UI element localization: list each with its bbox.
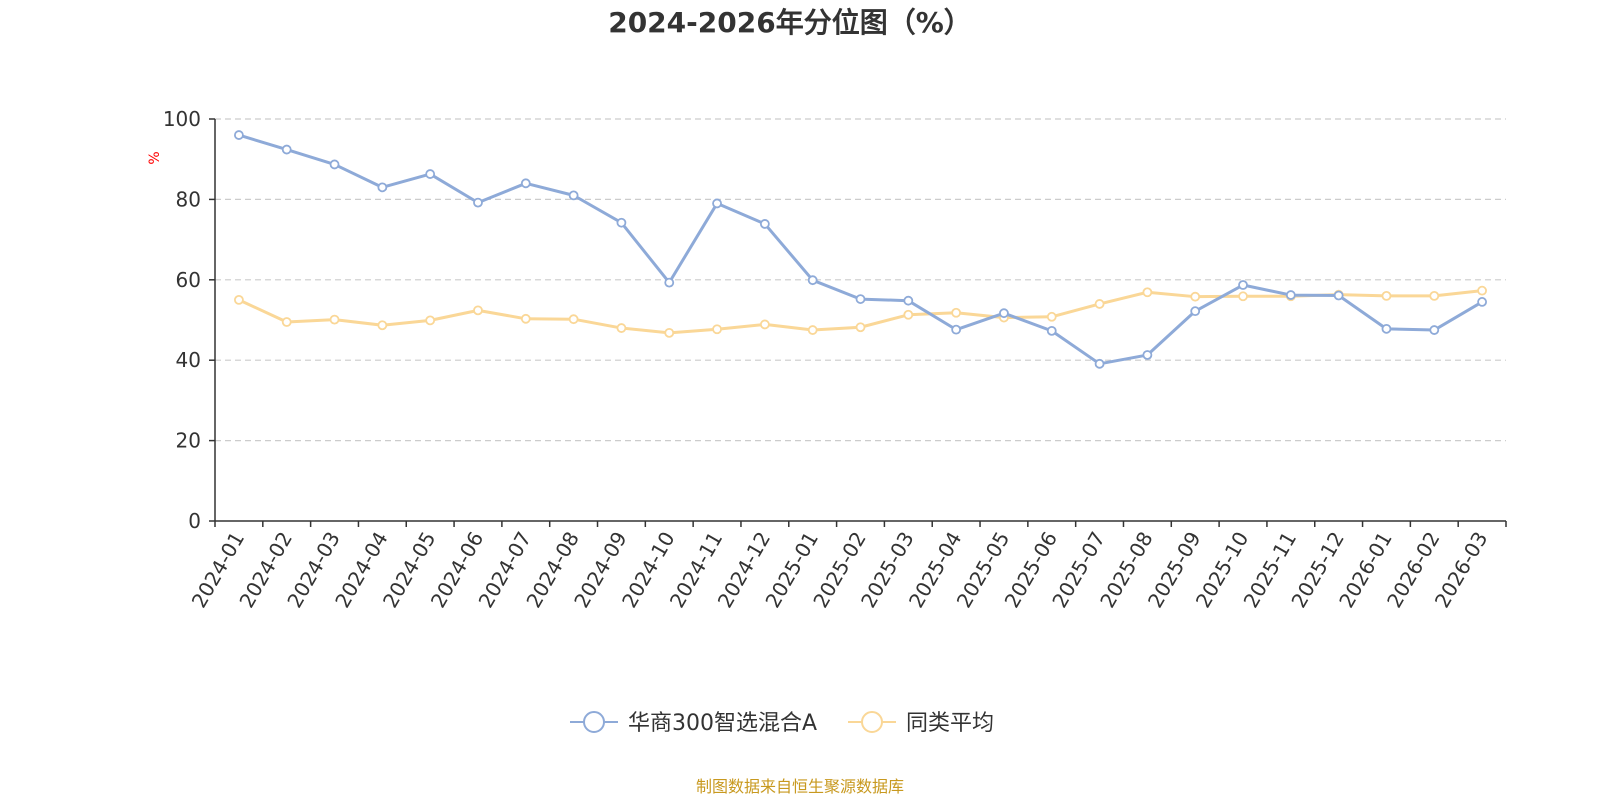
legend-marker-icon — [861, 711, 883, 733]
data-point — [664, 277, 675, 288]
data-point — [1429, 290, 1440, 301]
data-point — [855, 294, 866, 304]
data-point — [1190, 291, 1201, 302]
data-point — [234, 294, 244, 305]
data-point — [1142, 287, 1153, 298]
data-point — [1190, 306, 1201, 317]
y-tick-label: 20 — [176, 429, 201, 453]
data-point — [903, 309, 914, 320]
data-point — [759, 219, 770, 229]
data-point — [1094, 299, 1105, 309]
data-point — [281, 144, 292, 155]
y-tick-label: 100 — [163, 107, 201, 131]
data-point — [520, 313, 531, 324]
data-point — [616, 323, 627, 333]
data-point — [1142, 350, 1153, 360]
data-point — [1285, 290, 1296, 300]
legend-item-2[interactable]: 同类平均 — [848, 711, 994, 736]
data-point — [903, 295, 914, 306]
data-point — [329, 314, 340, 325]
source-note: 制图数据来自恒生聚源数据库 — [696, 777, 904, 796]
data-point — [1381, 323, 1392, 334]
data-point — [1046, 311, 1057, 322]
data-point — [712, 324, 722, 335]
data-point — [1238, 291, 1248, 302]
data-point — [281, 317, 292, 327]
data-point — [999, 308, 1009, 319]
series-2 — [234, 285, 1487, 338]
data-point — [951, 324, 962, 335]
data-point — [855, 322, 866, 333]
data-point — [807, 325, 818, 335]
series-layer — [234, 130, 1487, 369]
data-point — [568, 314, 579, 325]
data-point — [1046, 325, 1057, 336]
data-point — [807, 275, 818, 286]
data-point — [712, 198, 722, 209]
data-point — [425, 315, 436, 326]
data-point — [616, 217, 627, 228]
data-point — [1477, 297, 1487, 307]
y-tick-label: 80 — [176, 187, 201, 211]
legend-label: 华商300智选混合A — [628, 711, 817, 736]
data-point — [377, 182, 388, 193]
data-point — [520, 178, 531, 189]
data-point — [1381, 290, 1392, 301]
data-point — [664, 327, 675, 338]
data-point — [234, 130, 244, 140]
chart-title: 2024-2026年分位图（%） — [608, 6, 972, 39]
data-point — [759, 319, 770, 330]
legend-marker-icon — [583, 711, 605, 733]
legend: 华商300智选混合A 同类平均 — [570, 711, 994, 736]
gridlines — [215, 118, 1506, 442]
y-tick-label: 60 — [176, 268, 201, 292]
series-1 — [234, 130, 1487, 369]
data-point — [1429, 325, 1440, 335]
data-point — [377, 320, 388, 331]
data-point — [1333, 290, 1344, 301]
data-point — [1094, 358, 1105, 369]
data-point — [568, 190, 579, 201]
data-point — [329, 159, 340, 170]
data-point — [425, 169, 436, 179]
y-axis-unit: % — [147, 151, 163, 164]
data-point — [951, 307, 962, 318]
y-tick-label: 40 — [176, 348, 201, 372]
data-point — [473, 305, 483, 316]
data-point — [1477, 285, 1487, 296]
legend-item-1[interactable]: 华商300智选混合A — [570, 711, 817, 736]
axes: 0204060801002024-012024-022024-032024-04… — [163, 107, 1507, 612]
data-point — [1238, 280, 1248, 290]
y-tick-label: 0 — [188, 509, 201, 533]
legend-label: 同类平均 — [906, 711, 994, 736]
data-point — [473, 197, 483, 208]
